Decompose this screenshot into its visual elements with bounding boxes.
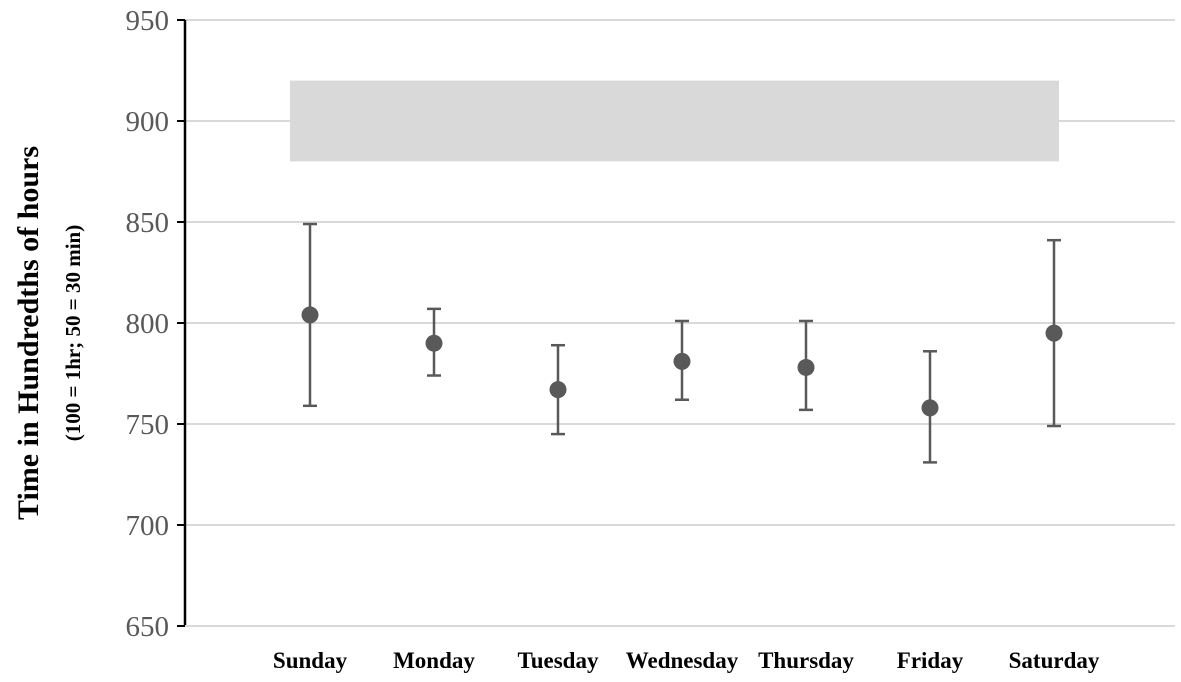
data-point-saturday [1045,324,1063,342]
data-point-monday [425,334,443,352]
x-tick-labels: Sunday Monday Tuesday Wednesday Thursday Frid… [273,648,1100,673]
reference-band-group [290,80,1059,162]
x-tick-label-sunday: Sunday [273,648,348,673]
x-tick-label-wednesday: Wednesday [626,648,739,673]
y-tick-label-650: 650 [126,611,170,643]
data-point-friday [921,399,939,417]
data-point-thursday [797,358,815,376]
data-points [301,306,1063,417]
y-tick-label-800: 800 [126,308,170,340]
data-point-sunday [301,306,319,324]
x-tick-label-monday: Monday [393,648,475,673]
error-bars [303,222,1061,464]
x-tick-label-friday: Friday [897,648,964,673]
axes [177,19,1175,627]
x-tick-label-tuesday: Tuesday [518,648,599,673]
y-axis-label: Time in Hundredths of hours [12,146,45,520]
x-tick-label-saturday: Saturday [1009,648,1100,673]
y-tick-label-950: 950 [126,5,170,37]
data-point-tuesday [549,381,567,399]
y-axis-sublabel: (100 = 1hr; 50 = 30 min) [61,225,85,441]
y-tick-label-750: 750 [126,409,170,441]
data-point-wednesday [673,352,691,370]
reference-band [290,80,1059,162]
y-tick-labels: 650 700 750 800 850 900 950 [126,5,170,643]
y-tick-label-700: 700 [126,510,170,542]
x-tick-label-thursday: Thursday [758,648,854,673]
y-tick-label-850: 850 [126,207,170,239]
y-tick-label-900: 900 [126,106,170,138]
axis-labels: Time in Hundredths of hours (100 = 1hr; … [12,146,85,520]
